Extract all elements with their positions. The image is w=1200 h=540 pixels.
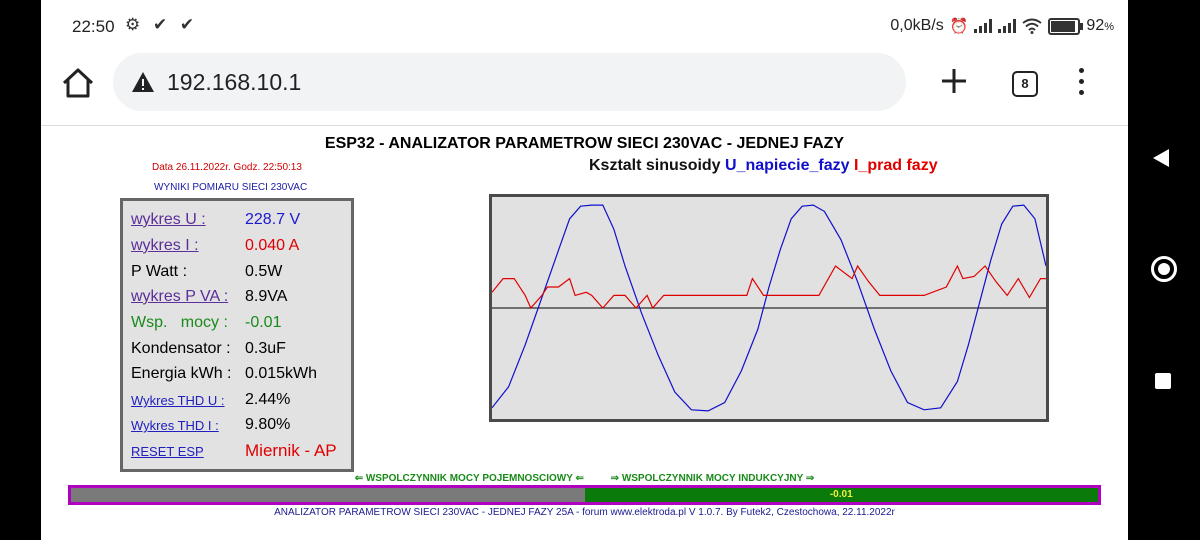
power-value: 0.5W xyxy=(245,263,283,280)
browser-viewport: 22:50 ⚙ ✔ ✔ 0,0kB/s ⏰ 92% xyxy=(41,0,1128,540)
address-bar[interactable]: 192.168.10.1 xyxy=(113,53,906,111)
capacitor-value: 0.3uF xyxy=(245,340,286,357)
power-factor-labels: ⇐ WSPOLCZYNNIK MOCY POJEMNOSCIOWY ⇐ ⇒ WS… xyxy=(41,473,1128,484)
power-factor-bar-value: -0.01 xyxy=(829,489,853,500)
warning-icon[interactable] xyxy=(131,71,155,93)
apparent-power-value: 8.9VA xyxy=(245,288,288,305)
notification-icons: ⚙ ✔ ✔ xyxy=(125,15,199,34)
signal-icon-1 xyxy=(974,19,993,33)
thd-u-chart-link[interactable]: Wykres THD U : xyxy=(131,393,225,408)
inductive-label: ⇒ WSPOLCZYNNIK MOCY INDUKCYJNY ⇒ xyxy=(610,473,815,484)
thd-i-value: 9.80% xyxy=(245,416,291,433)
power-factor-bar: -0.01 xyxy=(68,485,1101,505)
browser-toolbar: 192.168.10.1 8 xyxy=(41,50,1128,120)
chart-heading-prefix: Ksztalt sinusoidy xyxy=(589,157,726,174)
net-speed: 0,0kB/s xyxy=(890,17,944,34)
status-time: 22:50 xyxy=(72,17,115,36)
chart-heading-voltage: U_napiecie_fazy xyxy=(725,157,850,174)
voltage-chart-link[interactable]: wykres U : xyxy=(131,211,206,228)
waveform-svg xyxy=(492,204,1046,412)
home-icon[interactable] xyxy=(59,64,97,102)
back-icon[interactable] xyxy=(1153,149,1169,167)
power-factor-value: -0.01 xyxy=(245,314,282,331)
status-bar: 22:50 ⚙ ✔ ✔ 0,0kB/s ⏰ 92% xyxy=(41,0,1128,50)
page-title: ESP32 - ANALIZATOR PARAMETROW SIECI 230V… xyxy=(324,135,845,152)
battery-icon xyxy=(1048,17,1084,35)
home-circle-icon[interactable] xyxy=(1151,256,1177,282)
page-footer: ANALIZATOR PARAMETROW SIECI 230VAC - JED… xyxy=(274,507,895,518)
energy-label: Energia kWh : xyxy=(131,365,232,382)
measurements-panel: wykres U : 228.7 V wykres I : 0.040 A P … xyxy=(120,198,354,472)
overflow-menu-icon[interactable] xyxy=(1076,68,1086,98)
recents-icon[interactable] xyxy=(1155,373,1171,389)
toolbar-divider xyxy=(41,125,1128,126)
power-label: P Watt : xyxy=(131,263,188,280)
results-label: WYNIKI POMIARU SIECI 230VAC xyxy=(154,182,308,193)
energy-value: 0.015kWh xyxy=(245,365,318,382)
alarm-icon: ⏰ xyxy=(949,18,969,35)
capacitive-label: ⇐ WSPOLCZYNNIK MOCY POJEMNOSCIOWY ⇐ xyxy=(354,473,584,484)
voltage-series-line xyxy=(492,204,1046,412)
power-factor-bar-fill xyxy=(584,488,1098,502)
power-factor-label: Wsp. mocy : xyxy=(131,314,228,331)
chart-heading-current: I_prad fazy xyxy=(854,157,938,174)
tab-switcher-button[interactable]: 8 xyxy=(1012,71,1038,97)
apparent-power-chart-link[interactable]: wykres P VA : xyxy=(131,288,229,305)
date-time: Data 26.11.2022r. Godz. 22:50:13 xyxy=(152,162,302,173)
meter-mode: Miernik - AP xyxy=(245,441,337,460)
current-series-line xyxy=(492,264,1046,310)
reset-esp-link[interactable]: RESET ESP xyxy=(131,444,204,459)
chart-heading: Ksztalt sinusoidy U_napiecie_fazy I_prad… xyxy=(589,157,938,175)
new-tab-icon[interactable] xyxy=(939,66,969,96)
battery-percent: 92% xyxy=(1086,17,1114,34)
status-right: 0,0kB/s ⏰ 92% xyxy=(890,17,1114,35)
url-text[interactable]: 192.168.10.1 xyxy=(167,69,302,95)
wifi-icon xyxy=(1022,18,1043,34)
voltage-value: 228.7 V xyxy=(245,211,301,228)
capacitor-label: Kondensator : xyxy=(131,340,231,357)
waveform-chart xyxy=(489,194,1049,422)
thd-u-value: 2.44% xyxy=(245,391,291,408)
thd-i-chart-link[interactable]: Wykres THD I : xyxy=(131,418,219,433)
current-chart-link[interactable]: wykres I : xyxy=(131,237,199,254)
current-value: 0.040 A xyxy=(245,237,300,254)
signal-icon-2 xyxy=(998,19,1017,33)
